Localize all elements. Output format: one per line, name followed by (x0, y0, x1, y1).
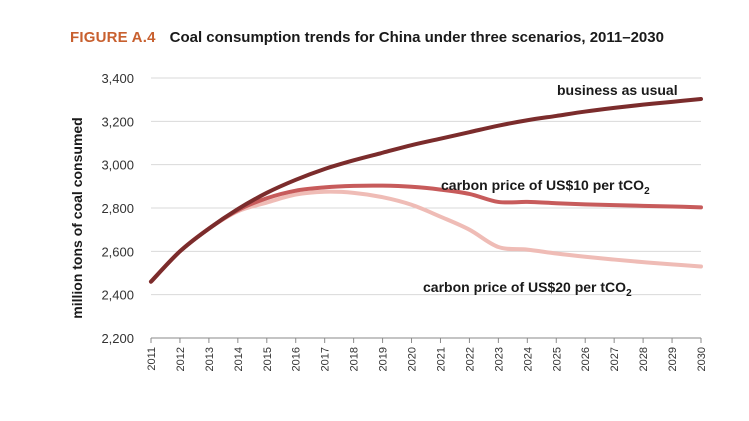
series-label-carbon-price-20-subscript: 2 (626, 288, 632, 299)
x-tick-label: 2020 (407, 347, 419, 371)
x-tick-label: 2026 (580, 347, 592, 371)
series-line-carbon-price-10 (149, 183, 703, 284)
series-line-business-as-usual (149, 97, 703, 284)
y-tick-label: 3,200 (101, 114, 134, 129)
x-tick-label: 2022 (464, 347, 476, 371)
y-axis-title: million tons of coal consumed (69, 117, 85, 318)
series-label-carbon-price-10-main: carbon price of US$10 per tCO (441, 177, 644, 193)
x-ticks: 2011 2012 2013 2014 2015 2016 2017 2018 2019 2020… (146, 338, 708, 371)
series-label-carbon-price-20-main: carbon price of US$20 per tCO (423, 279, 626, 295)
x-tick-label: 2019 (378, 347, 390, 371)
y-tick-labels: 2,200 2,400 2,600 2,800 3,000 3,200 3,400 (101, 71, 134, 346)
x-tick-label: 2025 (551, 347, 563, 371)
x-tick-label: 2011 (146, 347, 158, 371)
x-tick-label: 2015 (262, 347, 274, 371)
figure-label: FIGURE A.4 (70, 29, 156, 46)
x-tick-label: 2012 (175, 347, 187, 371)
series-label-carbon-price-10: carbon price of US$10 per tCO2 (441, 177, 650, 197)
x-tick-label: 2018 (349, 347, 361, 371)
x-tick-label: 2030 (696, 347, 708, 371)
series-label-carbon-price-10-subscript: 2 (644, 186, 650, 197)
y-tick-label: 2,800 (101, 201, 134, 216)
x-tick-label: 2028 (638, 347, 650, 371)
x-tick-label: 2014 (233, 347, 245, 371)
x-tick-label: 2016 (291, 347, 303, 371)
figure-header: FIGURE A.4 Coal consumption trends for Ch… (70, 29, 664, 46)
x-tick-label: 2027 (609, 347, 621, 371)
series-label-business-as-usual: business as usual (557, 82, 678, 98)
x-tick-label: 2017 (320, 347, 332, 371)
y-tick-label: 3,400 (101, 71, 134, 86)
series-label-carbon-price-20: carbon price of US$20 per tCO2 (423, 279, 632, 299)
y-tick-label: 3,000 (101, 158, 134, 173)
y-tick-label: 2,600 (101, 244, 134, 259)
x-tick-label: 2024 (522, 347, 534, 371)
y-tick-label: 2,200 (101, 331, 134, 346)
x-tick-label: 2021 (435, 347, 447, 371)
figure-title: Coal consumption trends for China under … (169, 29, 664, 46)
series-lines (149, 97, 703, 284)
y-tick-label: 2,400 (101, 288, 134, 303)
x-tick-label: 2013 (204, 347, 216, 371)
x-tick-label: 2029 (667, 347, 679, 371)
x-tick-label: 2023 (493, 347, 505, 371)
